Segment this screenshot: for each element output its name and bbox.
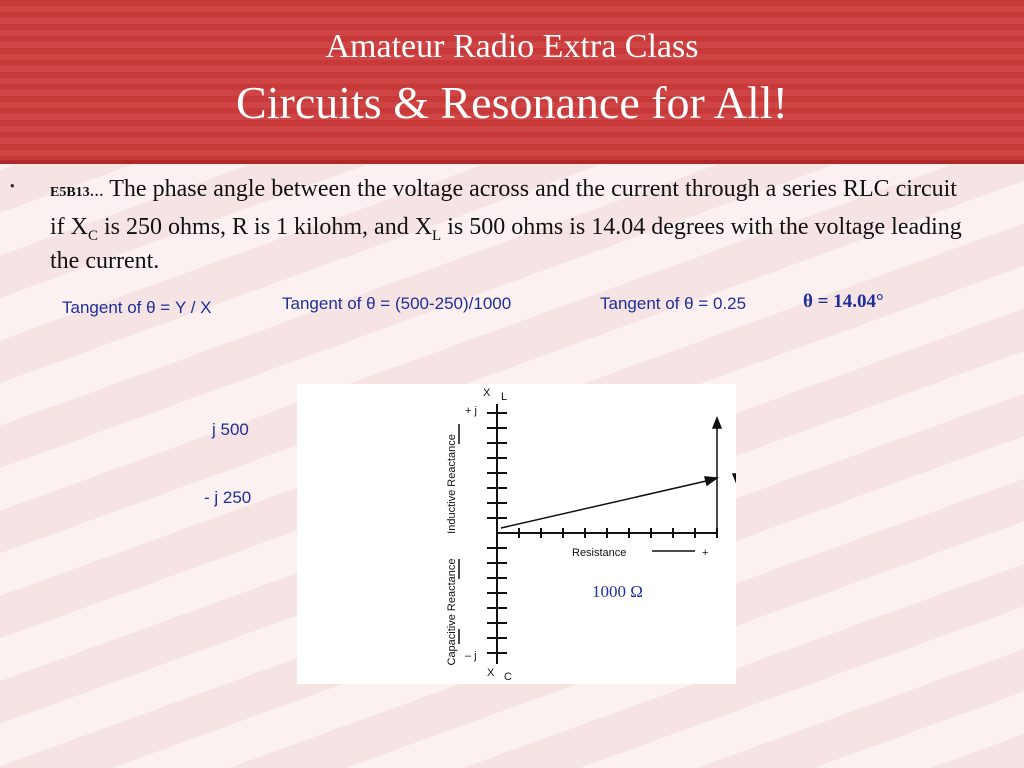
axis-label: Resistance — [572, 547, 626, 559]
axis-label: Inductive Reactance — [446, 434, 458, 534]
formula: Tangent of θ = Y / X — [62, 298, 212, 317]
header-subtitle: Circuits & Resonance for All! — [236, 77, 788, 128]
axes — [487, 404, 718, 664]
axis-label: Capacitive Reactance — [446, 558, 458, 665]
header: Amateur Radio Extra Class Circuits & Res… — [0, 0, 1024, 164]
label: 1000 Ω — [592, 582, 643, 601]
label: - j 250 — [204, 488, 252, 507]
subscript: C — [88, 227, 99, 244]
question-id: E5B13… — [50, 185, 104, 200]
subscript: L — [432, 227, 442, 244]
formula: Tangent of θ = (500-250)/1000 — [282, 294, 512, 313]
bullet-text: E5B13… The phase angle between the volta… — [50, 172, 970, 278]
text: is 250 ohms, R is 1 kilohm, and X — [98, 214, 433, 240]
arrowhead — [731, 473, 736, 484]
bullet-marker: • — [10, 178, 15, 193]
axis-label: X — [483, 387, 491, 399]
text: The phase angle between the voltage acro… — [50, 176, 957, 240]
vectors — [458, 415, 736, 644]
axis-sub: L — [501, 391, 507, 403]
axis-label: + — [702, 547, 708, 559]
arrowhead — [704, 476, 720, 487]
arrowhead — [711, 415, 723, 429]
text: is 500 ohms is 14.04 degrees with the vo… — [50, 214, 962, 274]
axis-label: – j — [465, 650, 477, 662]
diagram: X L + j Inductive Reactance Capacitive R… — [297, 384, 736, 684]
header-title: Amateur Radio Extra Class — [325, 28, 699, 65]
result: θ = 14.04° — [803, 291, 884, 312]
axis-label: X — [487, 667, 495, 679]
axis-label: + j — [465, 405, 477, 417]
label: j 500 — [212, 420, 249, 439]
formula: Tangent of θ = 0.25 — [600, 294, 747, 313]
impedance-vector — [500, 478, 716, 529]
axis-sub: C — [504, 671, 512, 683]
